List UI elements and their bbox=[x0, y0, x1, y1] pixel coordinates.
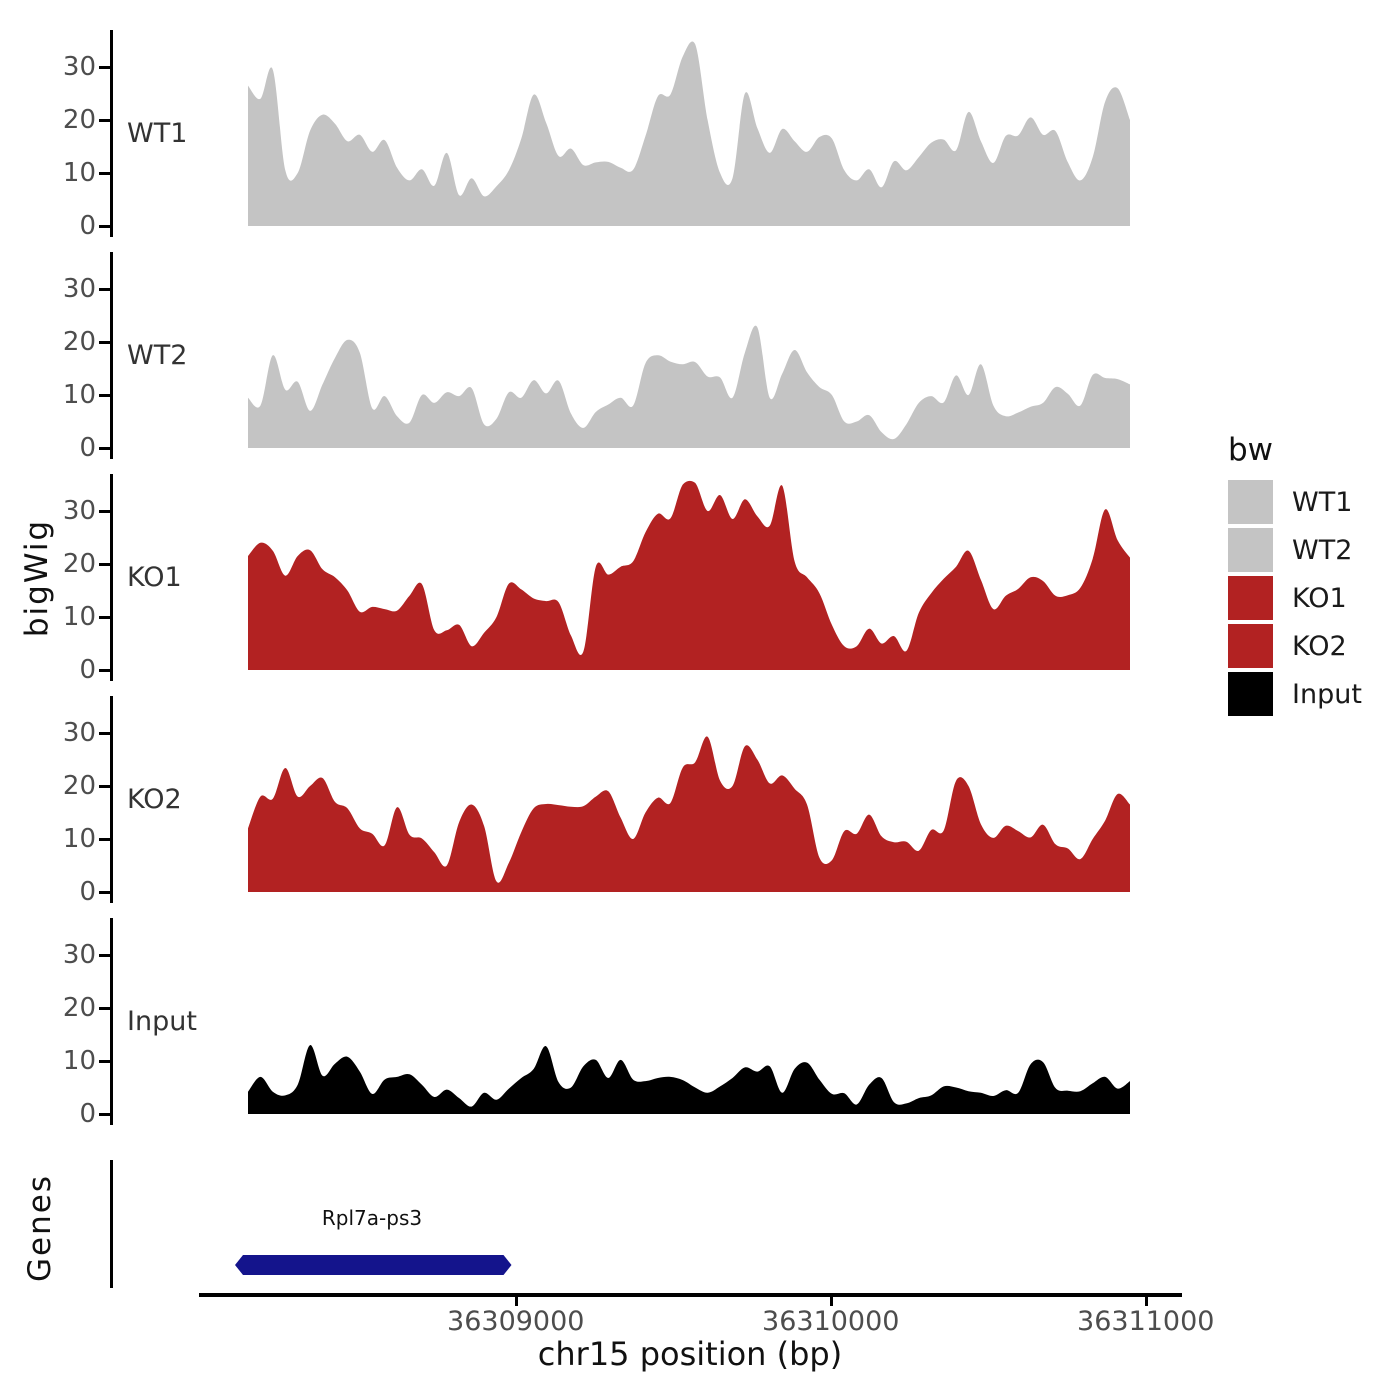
coverage-area-ko2 bbox=[248, 736, 1130, 892]
y-axis-tick-label: 0 bbox=[79, 433, 96, 463]
y-axis-tick bbox=[99, 225, 110, 228]
x-axis-tick-label: 36310000 bbox=[762, 1306, 900, 1337]
gene-rect bbox=[234, 1255, 512, 1275]
legend-swatch-ko2 bbox=[1228, 624, 1273, 668]
legend-swatch-input bbox=[1228, 672, 1273, 716]
y-axis-tick-label: 10 bbox=[62, 380, 96, 410]
area-track-input bbox=[248, 1045, 1130, 1114]
legend-swatch-wt2 bbox=[1228, 528, 1273, 572]
y-axis-tick-label: 0 bbox=[79, 1099, 96, 1129]
coverage-area-wt2 bbox=[248, 325, 1130, 448]
legend-label-ko2: KO2 bbox=[1292, 631, 1347, 662]
y-axis-tick-label: 10 bbox=[62, 1046, 96, 1076]
y-axis-tick bbox=[99, 1060, 110, 1063]
area-track-wt2 bbox=[248, 325, 1130, 448]
y-axis-line bbox=[110, 252, 113, 459]
legend-swatch-ko1 bbox=[1228, 576, 1273, 620]
y-axis-tick bbox=[99, 616, 110, 619]
y-axis-tick-label: 20 bbox=[62, 105, 96, 135]
legend-title: bw bbox=[1228, 432, 1274, 468]
y-axis-tick bbox=[99, 954, 110, 957]
gene-name-label: Rpl7a-ps3 bbox=[321, 1206, 423, 1230]
y-axis-tick-label: 30 bbox=[62, 496, 96, 526]
facet-label-ko1: KO1 bbox=[127, 562, 182, 593]
y-axis-tick-label: 20 bbox=[62, 327, 96, 357]
y-axis-tick-label: 30 bbox=[62, 940, 96, 970]
y-axis-tick bbox=[99, 838, 110, 841]
y-axis-tick bbox=[99, 1113, 110, 1116]
y-axis-tick-label: 20 bbox=[62, 549, 96, 579]
y-axis-tick bbox=[99, 891, 110, 894]
x-axis-tick-label: 36309000 bbox=[447, 1306, 585, 1337]
area-track-ko2 bbox=[248, 736, 1130, 892]
y-axis-tick bbox=[99, 66, 110, 69]
y-axis-tick bbox=[99, 341, 110, 344]
y-axis-tick-label: 0 bbox=[79, 211, 96, 241]
y-axis-tick bbox=[99, 288, 110, 291]
area-track-ko1 bbox=[248, 480, 1130, 670]
y-axis-tick bbox=[99, 563, 110, 566]
y-axis-tick bbox=[99, 394, 110, 397]
x-axis-tick bbox=[514, 1297, 518, 1306]
y-axis-tick bbox=[99, 1007, 110, 1010]
genes-y-axis-line bbox=[110, 1160, 113, 1288]
coverage-area-input bbox=[248, 1045, 1130, 1114]
facet-label-ko2: KO2 bbox=[127, 784, 182, 815]
y-axis-tick-label: 0 bbox=[79, 655, 96, 685]
legend-label-ko1: KO1 bbox=[1292, 583, 1347, 614]
legend-label-input: Input bbox=[1292, 679, 1362, 710]
coverage-area-ko1 bbox=[248, 480, 1130, 670]
y-axis-tick-label: 10 bbox=[62, 158, 96, 188]
facet-label-wt2: WT2 bbox=[127, 340, 188, 371]
y-axis-tick-label: 10 bbox=[62, 602, 96, 632]
x-axis-tick-label: 36311000 bbox=[1077, 1306, 1215, 1337]
y-axis-tick bbox=[99, 172, 110, 175]
y-axis-line bbox=[110, 696, 113, 903]
coverage-area-wt1 bbox=[248, 41, 1130, 226]
gene-body-rpl7a-ps3 bbox=[234, 1255, 512, 1275]
legend-swatch-wt1 bbox=[1228, 480, 1273, 524]
y-axis-tick bbox=[99, 119, 110, 122]
x-axis-tick bbox=[1144, 1297, 1148, 1306]
y-axis-tick bbox=[99, 447, 110, 450]
y-axis-tick bbox=[99, 732, 110, 735]
x-axis-line bbox=[199, 1293, 1182, 1297]
x-axis-tick bbox=[829, 1297, 833, 1306]
y-axis-tick bbox=[99, 510, 110, 513]
legend-label-wt1: WT1 bbox=[1292, 487, 1353, 518]
y-axis-line bbox=[110, 474, 113, 681]
genes-row-title: Genes bbox=[22, 1174, 58, 1282]
y-axis-tick-label: 30 bbox=[62, 274, 96, 304]
y-axis-tick bbox=[99, 785, 110, 788]
legend-label-wt2: WT2 bbox=[1292, 535, 1353, 566]
y-axis-tick bbox=[99, 669, 110, 672]
y-axis-tick-label: 30 bbox=[62, 718, 96, 748]
facet-label-input: Input bbox=[127, 1006, 197, 1037]
x-axis-title: chr15 position (bp) bbox=[537, 1335, 843, 1373]
area-track-wt1 bbox=[248, 41, 1130, 226]
y-axis-tick-label: 0 bbox=[79, 877, 96, 907]
y-axis-tick-label: 20 bbox=[62, 993, 96, 1023]
y-axis-tick-label: 30 bbox=[62, 52, 96, 82]
y-axis-tick-label: 10 bbox=[62, 824, 96, 854]
y-axis-tick-label: 20 bbox=[62, 771, 96, 801]
y-axis-line bbox=[110, 30, 113, 237]
facet-label-wt1: WT1 bbox=[127, 118, 188, 149]
y-axis-line bbox=[110, 918, 113, 1125]
